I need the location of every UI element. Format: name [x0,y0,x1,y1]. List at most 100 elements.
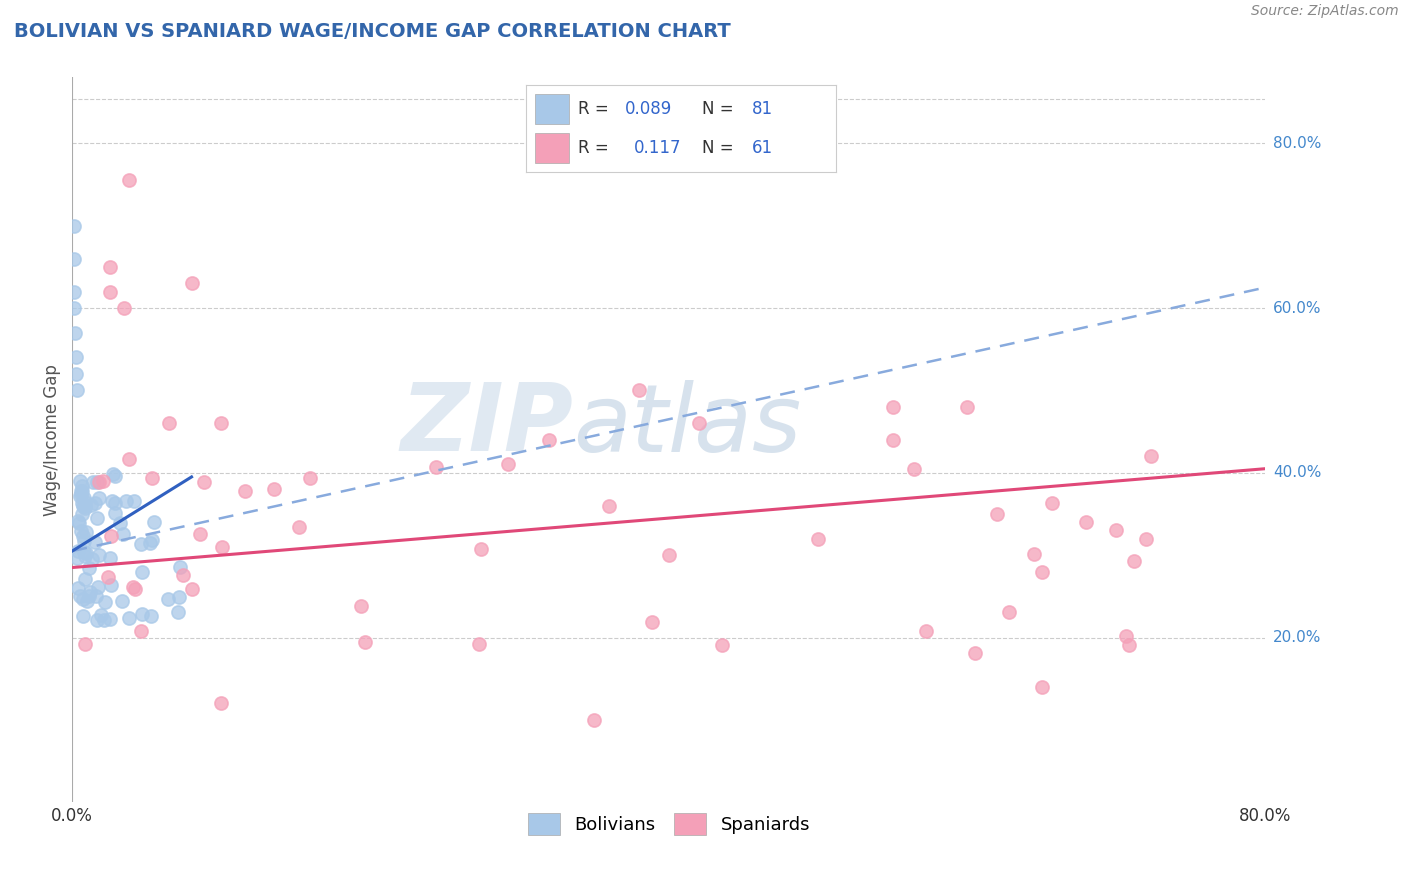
Point [1031,565,1053,579]
Point [101,494,124,508]
Point [86,589,108,603]
Point [1105,524,1128,538]
Text: atlas: atlas [574,380,801,471]
Point [141,533,163,547]
Point [69,484,91,499]
Point [111,594,134,608]
Point [350,599,373,613]
Point [62,285,84,299]
Point [1076,515,1098,529]
Point [193,475,215,489]
Point [190,526,212,541]
Point [124,582,146,597]
Point [98,612,121,626]
Point [1135,532,1157,546]
Point [131,565,153,579]
Point [79,584,101,599]
Point [169,560,191,574]
Point [65,351,87,365]
Point [157,591,180,606]
Point [76,594,98,608]
Point [62,252,84,266]
Point [139,536,162,550]
Text: 20.0%: 20.0% [1272,630,1322,645]
Point [627,384,650,398]
Point [233,484,256,499]
Point [69,589,91,603]
Text: ZIP: ZIP [401,379,574,471]
Legend: Bolivians, Spaniards: Bolivians, Spaniards [519,804,820,844]
Point [998,605,1021,619]
Point [79,589,101,603]
Point [67,516,90,531]
Point [72,529,94,543]
Y-axis label: Wage/Income Gap: Wage/Income Gap [44,364,60,516]
Point [104,469,127,483]
Text: 60.0%: 60.0% [1272,301,1322,316]
Point [963,646,986,660]
Point [129,536,152,550]
Point [65,367,87,381]
Point [180,277,202,291]
Point [142,516,165,530]
Point [72,545,94,559]
Point [211,541,233,555]
Point [70,508,93,522]
Point [98,285,121,299]
Point [67,543,90,558]
Point [688,417,710,431]
Point [882,400,904,414]
Point [288,519,311,533]
Point [89,491,111,505]
Point [66,514,89,528]
Point [100,529,122,543]
Point [1031,680,1053,694]
Point [124,494,146,508]
Point [496,457,519,471]
Point [91,474,114,488]
Point [90,608,112,623]
Point [117,452,139,467]
Point [72,609,94,624]
Point [101,467,124,481]
Point [263,482,285,496]
Point [1118,638,1140,652]
Point [172,568,194,582]
Point [114,301,136,315]
Point [425,459,447,474]
Point [70,496,93,510]
Point [70,479,93,493]
Point [73,491,96,506]
Point [75,501,97,516]
Point [710,638,733,652]
Point [69,487,91,501]
Point [658,548,681,562]
Point [1139,450,1161,464]
Point [104,506,127,520]
Point [641,615,664,629]
Point [77,561,100,575]
Point [87,475,110,490]
Point [468,637,491,651]
Point [1115,629,1137,643]
Point [98,260,121,274]
Point [209,417,232,431]
Point [131,607,153,622]
Text: Source: ZipAtlas.com: Source: ZipAtlas.com [1251,4,1399,19]
Point [122,581,145,595]
Point [73,637,96,651]
Point [86,510,108,524]
Point [538,433,561,447]
Point [69,475,91,489]
Point [70,484,93,499]
Point [87,580,110,594]
Point [86,613,108,627]
Point [100,578,122,592]
Point [118,610,141,624]
Point [69,489,91,503]
Point [69,524,91,538]
Point [583,713,606,727]
Text: 40.0%: 40.0% [1272,466,1322,480]
Point [112,526,135,541]
Point [75,549,97,563]
